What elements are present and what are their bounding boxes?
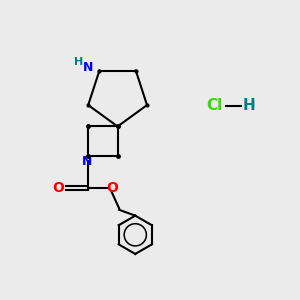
Text: O: O (52, 181, 64, 195)
Text: H: H (74, 57, 83, 67)
Text: H: H (242, 98, 255, 113)
Text: Cl: Cl (207, 98, 223, 113)
Text: N: N (83, 61, 93, 74)
Text: O: O (106, 181, 118, 195)
Text: N: N (82, 155, 92, 168)
